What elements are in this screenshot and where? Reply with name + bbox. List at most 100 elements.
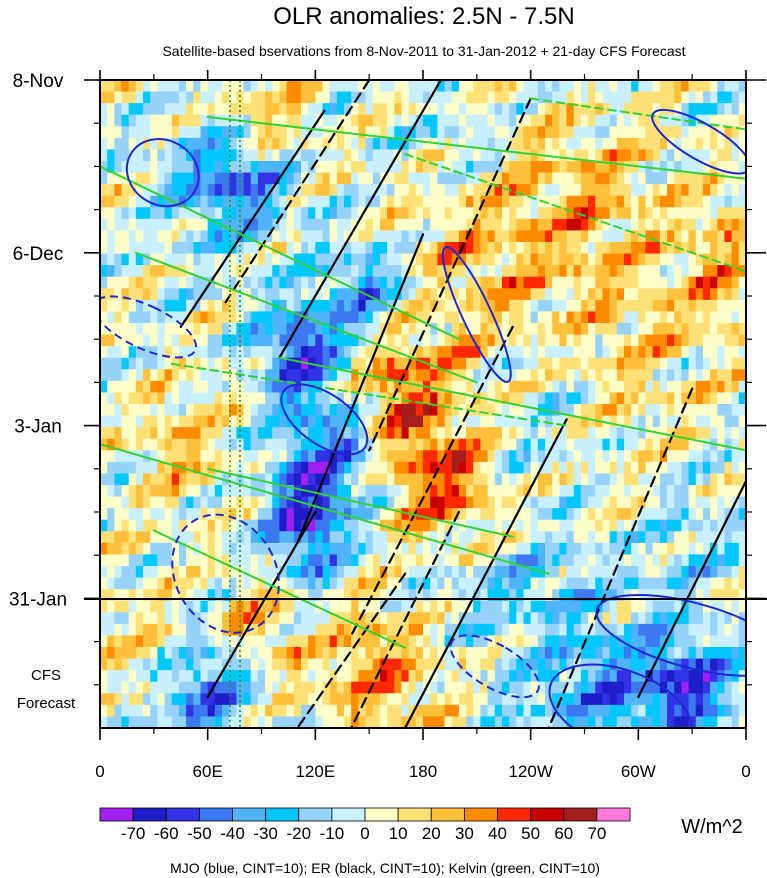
olr-cell — [602, 369, 611, 382]
olr-cell — [178, 589, 187, 602]
olr-cell — [588, 566, 596, 579]
olr-cell — [430, 577, 438, 590]
olr-cell — [717, 311, 726, 324]
olr-cell — [437, 299, 446, 313]
olr-cell — [667, 461, 675, 475]
olr-cell — [336, 265, 345, 278]
olr-cell — [623, 380, 632, 394]
olr-cell — [466, 577, 474, 590]
olr-cell — [329, 311, 338, 324]
olr-cell — [573, 276, 582, 289]
olr-cell — [128, 380, 137, 394]
olr-cell — [408, 670, 417, 683]
olr-cell — [257, 195, 266, 208]
olr-cell — [573, 161, 582, 174]
olr-cell — [293, 195, 302, 208]
olr-cell — [207, 519, 216, 532]
olr-cell — [286, 496, 295, 509]
olr-cell — [667, 172, 675, 185]
olr-cell — [286, 288, 295, 301]
olr-cell — [688, 531, 697, 544]
olr-cell — [473, 427, 482, 440]
olr-cell — [200, 647, 209, 660]
olr-cell — [731, 91, 740, 104]
olr-cell — [674, 207, 682, 220]
olr-cell — [652, 207, 661, 220]
olr-cell — [552, 172, 560, 185]
olr-cell — [401, 346, 410, 359]
olr-cell — [329, 438, 338, 451]
olr-cell — [494, 681, 503, 694]
olr-cell — [121, 554, 130, 567]
olr-cell — [279, 114, 288, 127]
olr-cell — [480, 380, 489, 394]
olr-cell — [602, 299, 611, 313]
olr-cell — [738, 623, 746, 637]
olr-cell — [667, 114, 675, 127]
olr-cell — [645, 427, 654, 440]
olr-cell — [150, 461, 159, 475]
olr-cell — [293, 693, 302, 706]
olr-cell — [300, 380, 309, 394]
olr-cell — [387, 647, 395, 660]
olr-cell — [128, 658, 137, 671]
olr-cell — [401, 508, 410, 521]
olr-cell — [710, 554, 718, 567]
olr-cell — [466, 184, 474, 197]
olr-cell — [265, 114, 273, 127]
olr-cell — [365, 230, 374, 243]
olr-cell — [286, 103, 295, 116]
olr-cell — [623, 114, 632, 127]
olr-cell — [652, 253, 661, 266]
olr-cell — [286, 184, 295, 197]
olr-cell — [573, 554, 582, 567]
olr-cell — [623, 276, 632, 289]
olr-cell — [702, 369, 711, 382]
olr-cell — [659, 242, 668, 255]
olr-cell — [365, 554, 374, 567]
olr-cell — [609, 242, 618, 255]
olr-cell — [480, 80, 489, 93]
olr-cell — [451, 647, 460, 660]
olr-cell — [466, 531, 474, 544]
olr-cell — [286, 647, 295, 660]
olr-cell — [501, 473, 510, 486]
olr-cell — [602, 450, 611, 463]
olr-cell — [121, 357, 130, 370]
olr-cell — [423, 218, 431, 232]
olr-cell — [437, 346, 446, 359]
olr-cell — [365, 380, 374, 394]
olr-cell — [143, 508, 151, 521]
olr-cell — [243, 693, 252, 706]
olr-cell — [609, 253, 618, 266]
olr-cell — [100, 415, 108, 428]
olr-cell — [652, 392, 661, 405]
olr-cell — [537, 172, 546, 185]
olr-cell — [444, 485, 453, 498]
olr-cell — [143, 704, 151, 718]
olr-cell — [501, 207, 510, 220]
olr-cell — [279, 380, 288, 394]
olr-cell — [214, 496, 223, 509]
olr-cell — [135, 172, 144, 185]
olr-cell — [552, 323, 560, 336]
olr-cell — [430, 519, 438, 532]
olr-cell — [322, 380, 331, 394]
olr-cell — [329, 184, 338, 197]
olr-cell — [164, 172, 173, 185]
olr-cell — [451, 323, 460, 336]
olr-cell — [537, 265, 546, 278]
olr-cell — [695, 647, 704, 660]
olr-cell — [114, 647, 123, 660]
olr-cell — [150, 357, 159, 370]
olr-cell — [286, 450, 295, 463]
olr-cell — [423, 103, 431, 116]
olr-cell — [487, 589, 496, 602]
olr-cell — [588, 80, 596, 93]
olr-cell — [631, 323, 639, 336]
olr-cell — [308, 566, 316, 579]
olr-cell — [623, 195, 632, 208]
olr-cell — [652, 461, 661, 475]
olr-cell — [595, 496, 604, 509]
olr-cell — [408, 647, 417, 660]
